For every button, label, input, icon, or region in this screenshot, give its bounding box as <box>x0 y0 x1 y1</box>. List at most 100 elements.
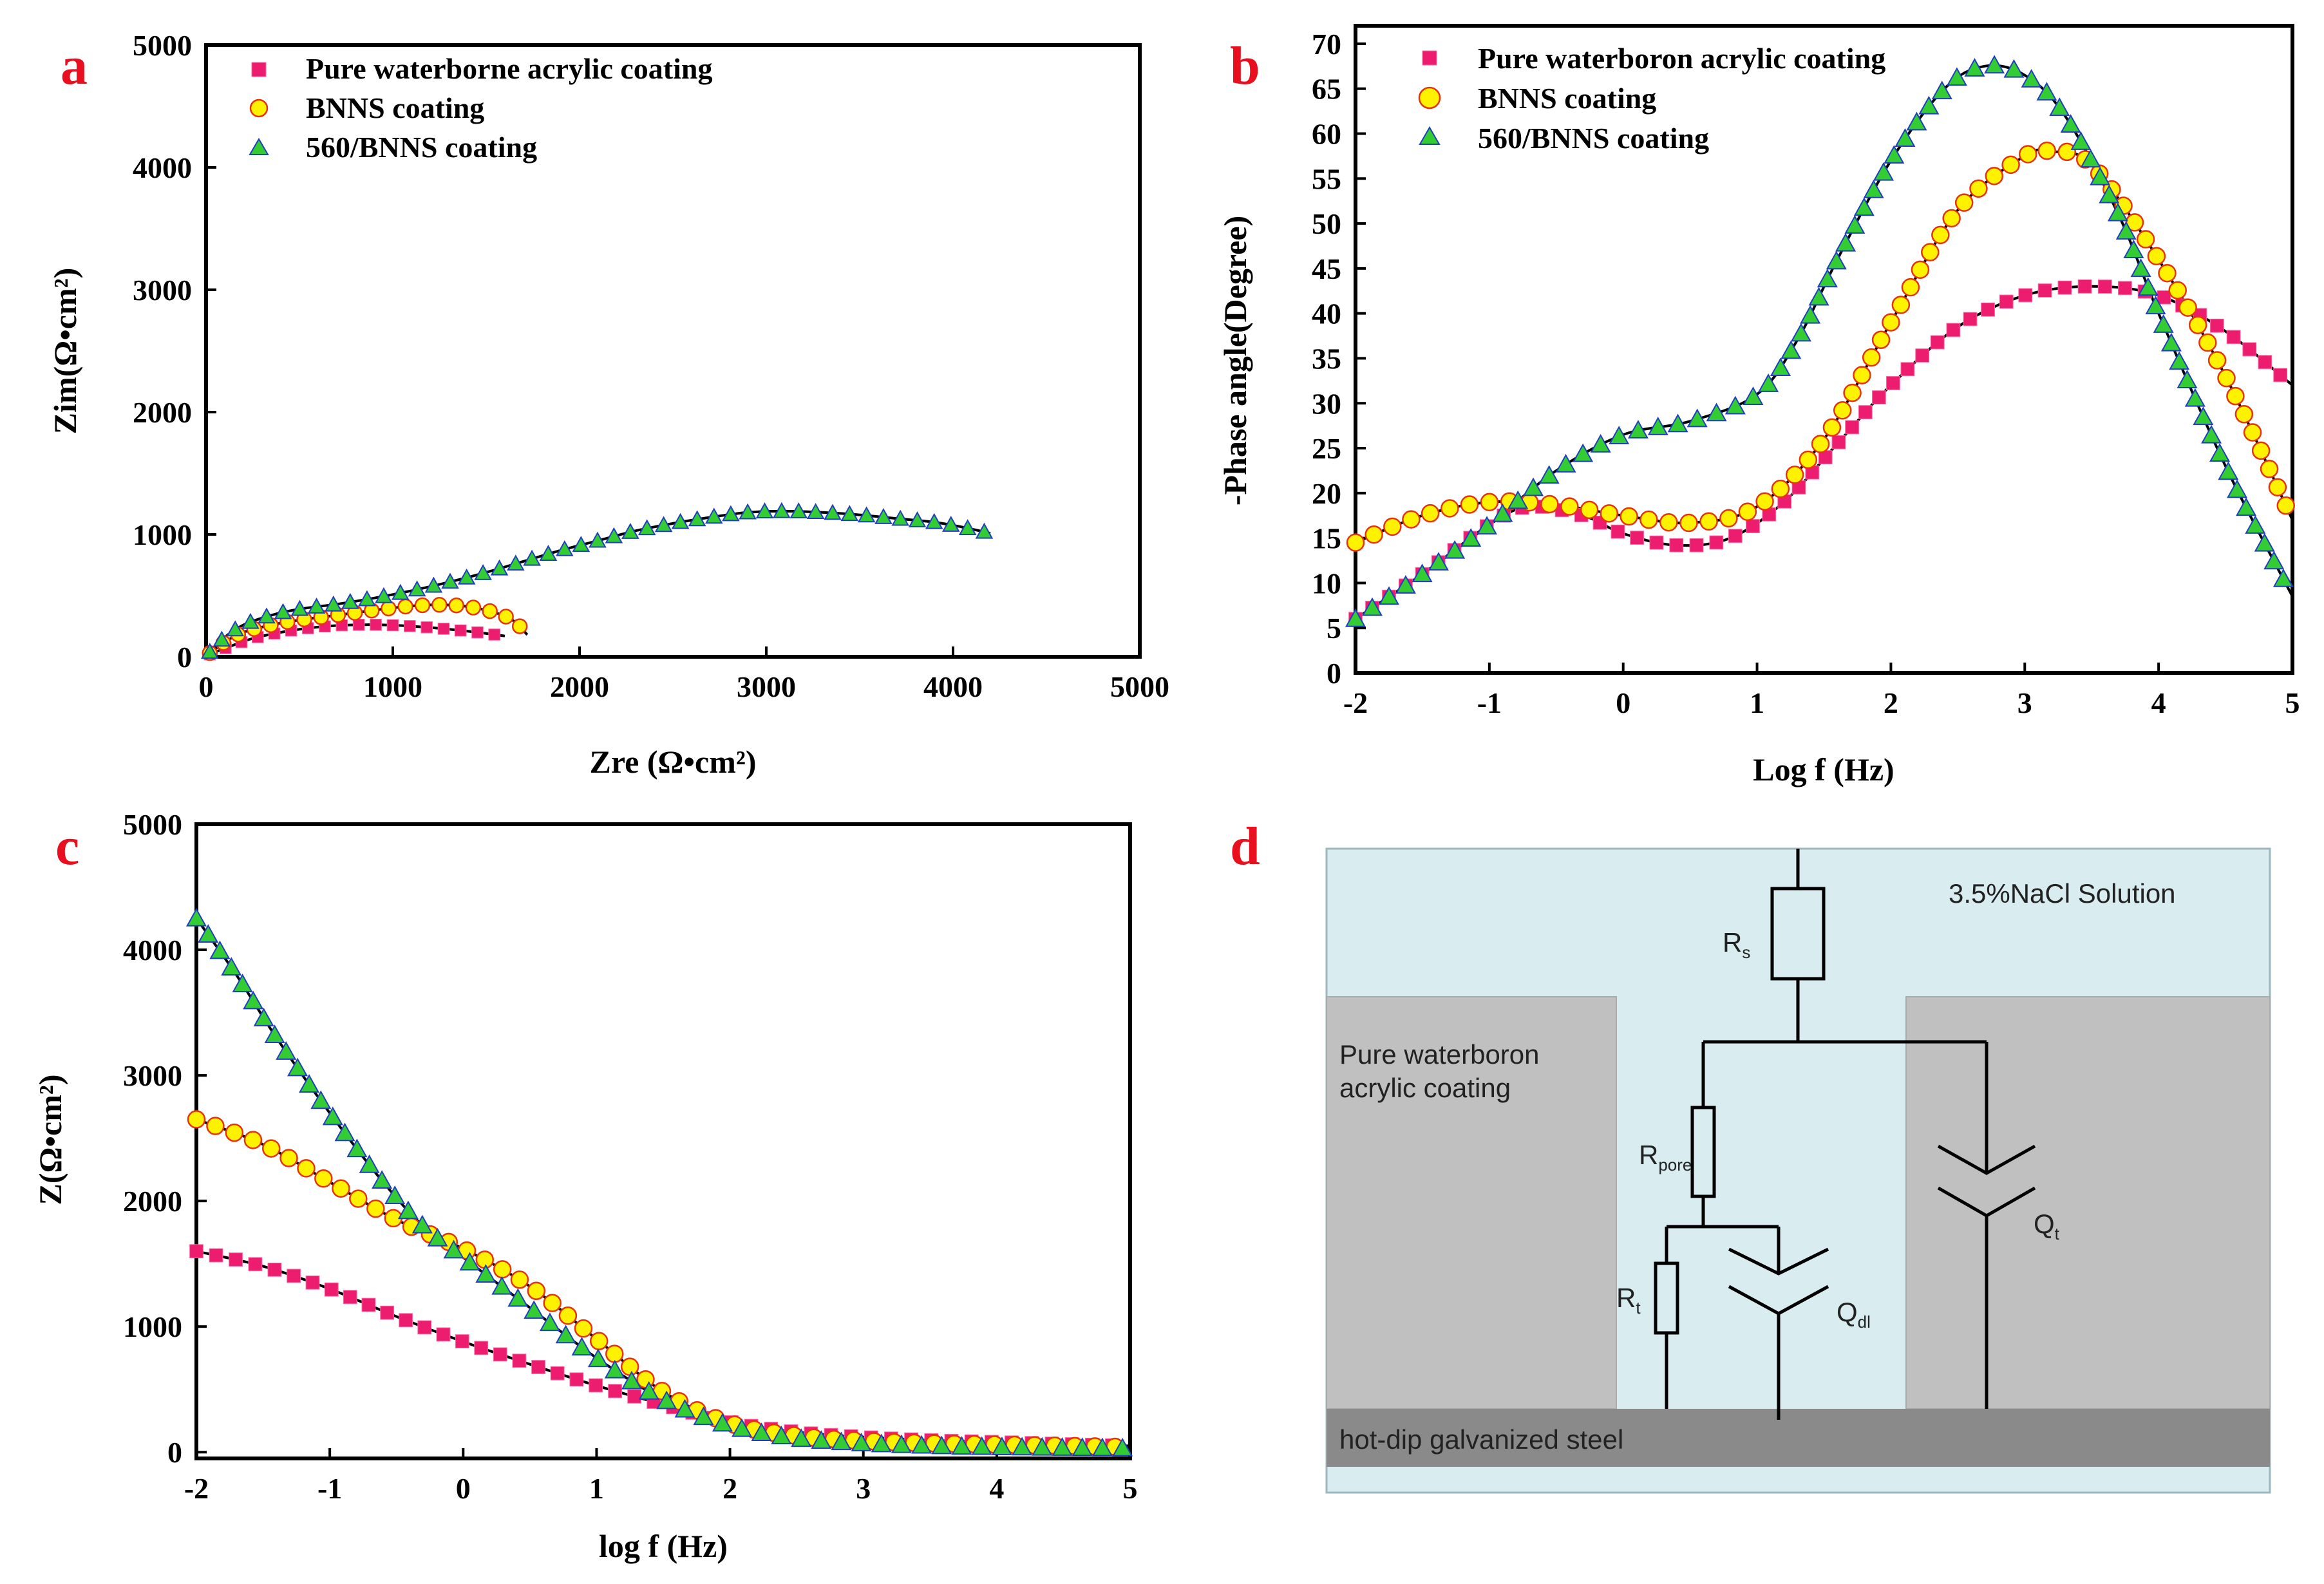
data-point <box>1728 529 1743 543</box>
data-point <box>1900 362 1915 377</box>
data-point <box>386 619 399 632</box>
data-point <box>2263 551 2285 570</box>
data-point <box>524 1300 545 1319</box>
data-point <box>656 1390 677 1410</box>
data-point <box>2077 279 2092 294</box>
legend-marker-560-b <box>1419 126 1441 145</box>
data-point <box>531 1360 545 1374</box>
data-point <box>1560 497 1579 516</box>
data-point <box>253 1008 274 1026</box>
data-point <box>621 523 639 539</box>
data-point <box>436 1327 451 1342</box>
y-tick-label: 5 <box>1327 612 1341 645</box>
data-point <box>507 1288 529 1307</box>
data-point <box>511 618 528 634</box>
data-point <box>941 515 960 532</box>
legend-label-pure-a: Pure waterborne acrylic coating <box>306 52 712 85</box>
data-point <box>2209 318 2224 333</box>
data-point <box>2070 131 2092 150</box>
x-tick-label: 1 <box>589 1472 604 1505</box>
x-tick-label: 1000 <box>363 670 422 703</box>
data-point <box>811 1430 832 1449</box>
data-point <box>891 1434 912 1453</box>
data-point <box>314 1169 333 1188</box>
data-point <box>411 1214 433 1234</box>
fit-lines-a <box>209 509 991 656</box>
data-point <box>951 1436 972 1455</box>
coating-right <box>1905 996 2271 1410</box>
data-point <box>704 507 723 524</box>
data-point <box>498 608 514 625</box>
axis-ticks-c: -2 -1 0 1 2 3 4 5 0 1000 2000 3000 4000 5000 <box>123 808 1138 1505</box>
data-point <box>375 587 393 603</box>
data-point <box>232 974 253 992</box>
x-axis-label-a: Zre (Ω•cm²) <box>589 744 756 780</box>
data-point <box>1999 294 2014 309</box>
data-point <box>1724 395 1746 415</box>
data-point <box>2169 351 2190 370</box>
data-point <box>471 626 484 639</box>
data-point <box>2060 114 2081 133</box>
data-point <box>1771 479 1790 498</box>
data-point <box>475 1264 496 1283</box>
legend-marker-560-a <box>249 138 269 155</box>
data-point <box>510 1270 529 1289</box>
data-point <box>824 504 842 520</box>
data-point <box>1833 401 1852 420</box>
data-point <box>2118 281 2132 296</box>
legend-marker-bnns-a <box>249 99 269 118</box>
data-point <box>310 1090 332 1109</box>
data-point <box>712 1413 733 1432</box>
circuit-wires <box>1665 849 1989 1420</box>
data-point <box>209 1248 223 1263</box>
data-point <box>2260 460 2279 478</box>
data-point <box>490 559 509 576</box>
data-point <box>2243 423 2262 442</box>
y-tick-label: 20 <box>1312 477 1341 510</box>
data-point <box>349 1189 368 1208</box>
data-point <box>1969 179 1988 198</box>
data-point <box>589 1332 609 1350</box>
data-point <box>2273 368 2288 382</box>
data-point <box>688 510 706 527</box>
y-tick-label: 5000 <box>123 808 182 841</box>
coating-left <box>1326 996 1617 1410</box>
data-point <box>2130 258 2151 278</box>
data-point <box>2157 290 2171 305</box>
data-point <box>241 612 260 629</box>
data-point <box>693 1406 714 1426</box>
panel-label-b: b <box>1230 36 1260 96</box>
data-point <box>975 522 994 539</box>
rpore-label: Rpore <box>1639 1140 1692 1174</box>
data-point <box>2168 281 2187 300</box>
data-point <box>604 1359 625 1379</box>
data-point <box>1379 586 1400 605</box>
data-point <box>1706 402 1727 422</box>
data-point <box>1871 330 1891 350</box>
data-point <box>1421 504 1440 523</box>
data-point <box>443 1240 464 1259</box>
data-point <box>891 509 909 526</box>
data-point <box>209 940 231 959</box>
data-point <box>2099 184 2120 203</box>
data-point <box>2049 97 2070 117</box>
data-point <box>1441 499 1459 518</box>
data-point <box>1918 95 1940 115</box>
y-tick-label: 50 <box>1312 207 1341 240</box>
data-point <box>1808 287 1829 306</box>
data-point <box>1853 197 1875 216</box>
data-point <box>1964 58 1985 77</box>
x-tick-label: 3 <box>856 1472 871 1505</box>
data-point <box>397 598 413 615</box>
data-point <box>455 1334 469 1348</box>
y-tick-label: 70 <box>1312 28 1341 61</box>
data-point <box>1790 323 1811 342</box>
data-point <box>299 1074 320 1093</box>
data-point <box>1428 552 1449 571</box>
data-point <box>341 592 359 609</box>
data-point <box>507 554 525 571</box>
data-point <box>2276 496 2295 515</box>
data-point <box>2268 478 2287 496</box>
panel-label-c: c <box>55 816 79 876</box>
data-point <box>343 1290 357 1305</box>
